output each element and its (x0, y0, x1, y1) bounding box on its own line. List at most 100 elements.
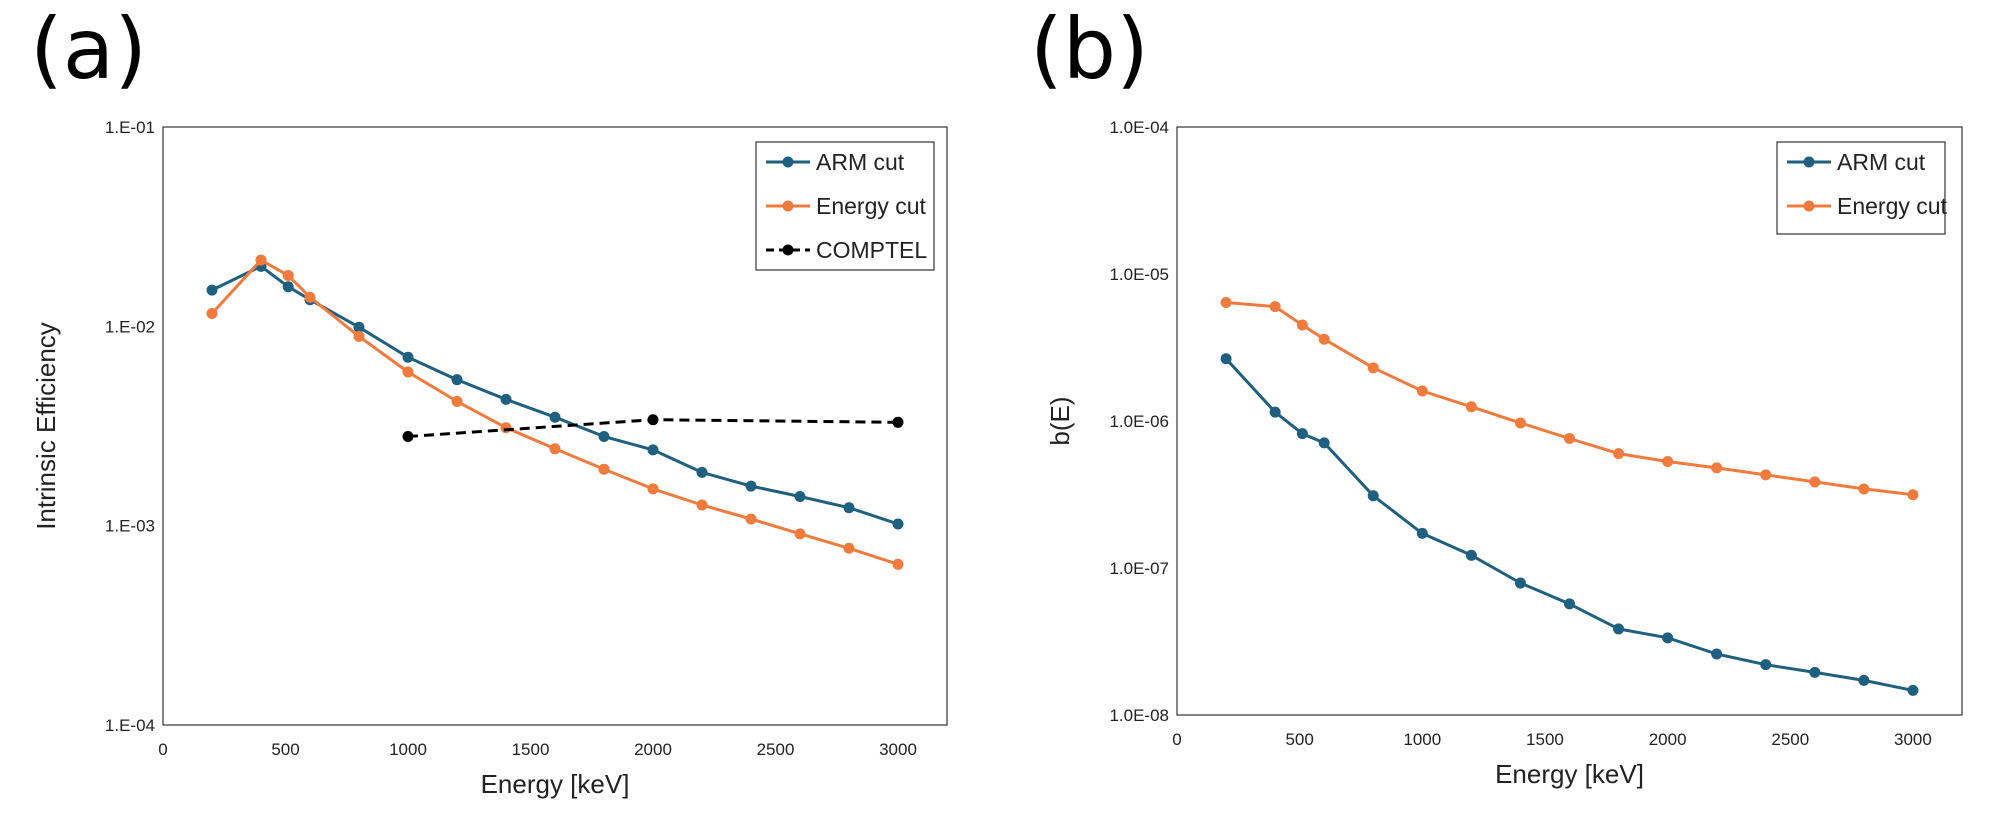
series-line (210, 258, 899, 566)
data-point (1416, 527, 1428, 539)
data-point (1220, 353, 1232, 365)
panel-label: (b) (1030, 0, 1149, 98)
data-point (402, 366, 414, 378)
x-tick-label: 3000 (879, 740, 917, 759)
legend-swatch-marker (1803, 156, 1815, 168)
legend: ARM cut Energy cut (1776, 141, 1948, 235)
x-tick-label: 2500 (757, 740, 795, 759)
data-point (353, 321, 365, 333)
data-point (282, 281, 294, 293)
x-tick-label: 1000 (1403, 730, 1441, 749)
legend: ARM cut Energy cut COMPTEL (755, 141, 935, 271)
data-point (500, 422, 512, 434)
series-arm-cut (1220, 353, 1919, 696)
legend-swatch-marker (782, 244, 794, 256)
series-arm-cut (206, 260, 904, 530)
data-point (696, 466, 708, 478)
data-point (1220, 296, 1232, 308)
legend-swatch-marker (1803, 200, 1815, 212)
data-point (1514, 577, 1526, 589)
y-tick-label: 1.0E-07 (1109, 559, 1169, 578)
data-point (402, 431, 414, 443)
data-point (1907, 684, 1919, 696)
data-point (1296, 319, 1308, 331)
y-tick-label: 1.0E-06 (1109, 412, 1169, 431)
y-axis-title: Intrinsic Efficiency (31, 322, 61, 530)
data-point (843, 502, 855, 514)
series-line (1225, 301, 1914, 497)
data-point (1367, 490, 1379, 502)
y-tick-label: 1.0E-05 (1109, 265, 1169, 284)
data-point (353, 330, 365, 342)
x-tick-label: 2000 (1649, 730, 1687, 749)
data-point (1318, 333, 1330, 345)
data-point (1318, 437, 1330, 449)
x-tick-label: 2500 (1771, 730, 1809, 749)
x-tick-label: 1500 (512, 740, 550, 759)
data-point (549, 443, 561, 455)
data-point (549, 411, 561, 423)
x-tick-label: 500 (271, 740, 299, 759)
y-tick-label: 1.E-02 (105, 317, 155, 336)
data-point (1416, 385, 1428, 397)
y-tick-label: 1.0E-08 (1109, 706, 1169, 725)
y-tick-label: 1.0E-04 (1109, 118, 1169, 137)
plot-frame (162, 126, 948, 726)
series-energy-cut (206, 254, 904, 570)
data-point (1613, 623, 1625, 635)
series-comptel (402, 414, 904, 443)
y-axis-title: b(E) (1045, 396, 1075, 445)
data-point (402, 351, 414, 363)
chart-panel-b: (b) 0 500 1000 1500 2000 2500 3000 1.0E-04 1.0E-0… (1030, 0, 1963, 789)
data-point (696, 499, 708, 511)
x-tick-label: 1000 (389, 740, 427, 759)
data-point (1613, 448, 1625, 460)
series-line (211, 264, 899, 526)
data-point (598, 463, 610, 475)
legend-box (1776, 141, 1946, 235)
data-point (745, 480, 757, 492)
legend-label: ARM cut (816, 149, 905, 175)
x-tick-label: 500 (1285, 730, 1313, 749)
data-point (1858, 674, 1870, 686)
data-point (892, 518, 904, 530)
data-point (843, 542, 855, 554)
data-point (892, 416, 904, 428)
data-point (647, 414, 659, 426)
series-energy-cut (1220, 296, 1919, 501)
data-point (206, 284, 218, 296)
data-point (304, 291, 316, 303)
data-point (1269, 301, 1281, 313)
data-point (1296, 428, 1308, 440)
data-point (451, 374, 463, 386)
data-point (1809, 666, 1821, 678)
legend-label: ARM cut (1837, 149, 1926, 175)
legend-swatch-marker (782, 200, 794, 212)
data-point (1514, 417, 1526, 429)
x-tick-label: 1500 (1526, 730, 1564, 749)
x-axis-title: Energy [keV] (1495, 759, 1644, 789)
data-point (206, 307, 218, 319)
data-point (1367, 362, 1379, 374)
data-point (745, 513, 757, 525)
data-point (794, 528, 806, 540)
data-point (1760, 659, 1772, 671)
data-point (1809, 476, 1821, 488)
data-point (1564, 598, 1575, 610)
data-point (500, 393, 512, 405)
data-point (647, 483, 659, 495)
data-point (892, 558, 904, 570)
data-point (255, 254, 267, 266)
data-point (1564, 433, 1575, 445)
data-point (647, 444, 659, 456)
data-point (282, 269, 294, 281)
legend-swatch-marker (782, 156, 794, 168)
y-tick-label: 1.E-01 (105, 118, 155, 137)
y-tick-label: 1.E-04 (105, 716, 155, 735)
data-point (1662, 456, 1674, 468)
legend-label: Energy cut (1837, 193, 1948, 219)
x-tick-label: 0 (158, 740, 167, 759)
data-point (1465, 549, 1477, 561)
plot-frame (1176, 126, 1963, 716)
